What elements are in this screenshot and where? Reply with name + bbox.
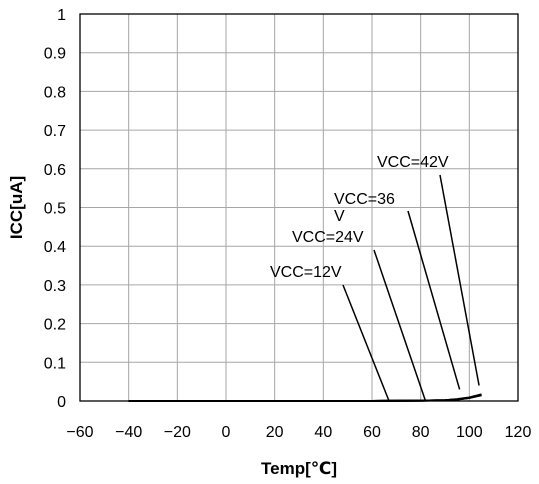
y-tick-label: 0.2 <box>44 317 66 334</box>
y-tick-label: 0.4 <box>44 239 66 256</box>
y-tick-label: 0.8 <box>44 84 66 101</box>
annotation-leader-line <box>342 284 390 402</box>
annotation-label: VCC=12V <box>270 264 342 281</box>
x-tick-label: −40 <box>115 424 142 441</box>
x-axis-tick-labels: −60 −40 −20 0 20 40 60 80 100 120 <box>66 424 531 441</box>
y-axis-title: ICC[uA] <box>7 176 26 239</box>
annotations: VCC=12V VCC=24V VCC=36 V VCC=42V <box>270 154 480 402</box>
x-tick-label: 120 <box>505 424 532 441</box>
y-tick-label: 0.7 <box>44 123 66 140</box>
annotation-label-line: VCC=36 <box>334 191 395 208</box>
y-tick-label: 0.9 <box>44 46 66 63</box>
annotation-label: VCC=42V <box>377 154 449 171</box>
series-lines <box>128 393 482 402</box>
y-tick-label: 0.6 <box>44 162 66 179</box>
annotation-label: VCC=36 V <box>334 191 395 225</box>
series-line <box>128 393 482 402</box>
annotation-leader-line <box>407 210 461 390</box>
x-tick-label: −60 <box>66 424 93 441</box>
y-tick-label: 1 <box>57 7 66 24</box>
y-tick-label: 0 <box>57 394 66 411</box>
x-tick-label: 0 <box>222 424 231 441</box>
y-tick-label: 0.1 <box>44 355 66 372</box>
annotation-label-line: VCC=42V <box>377 154 449 171</box>
annotation-label-line: V <box>334 208 345 225</box>
y-axis-tick-labels: 0 0.1 0.2 0.3 0.4 0.5 0.6 0.7 0.8 0.9 1 <box>44 7 66 411</box>
plot-area-frame <box>79 13 519 402</box>
y-tick-label: 0.3 <box>44 278 66 295</box>
x-tick-label: 100 <box>456 424 483 441</box>
grid-lines <box>79 13 519 402</box>
annotation-label-line: VCC=12V <box>270 264 342 281</box>
x-tick-label: 80 <box>412 424 430 441</box>
annotation-label-line: VCC=24V <box>292 229 364 246</box>
annotation-leader-line <box>439 174 480 386</box>
x-tick-label: 20 <box>266 424 284 441</box>
annotation-leader-line <box>373 249 427 402</box>
x-axis-title: Temp[℃] <box>261 459 337 478</box>
x-tick-label: 40 <box>314 424 332 441</box>
annotation-label: VCC=24V <box>292 229 364 246</box>
x-tick-label: −20 <box>164 424 191 441</box>
y-tick-label: 0.5 <box>44 201 66 218</box>
x-tick-label: 60 <box>363 424 381 441</box>
